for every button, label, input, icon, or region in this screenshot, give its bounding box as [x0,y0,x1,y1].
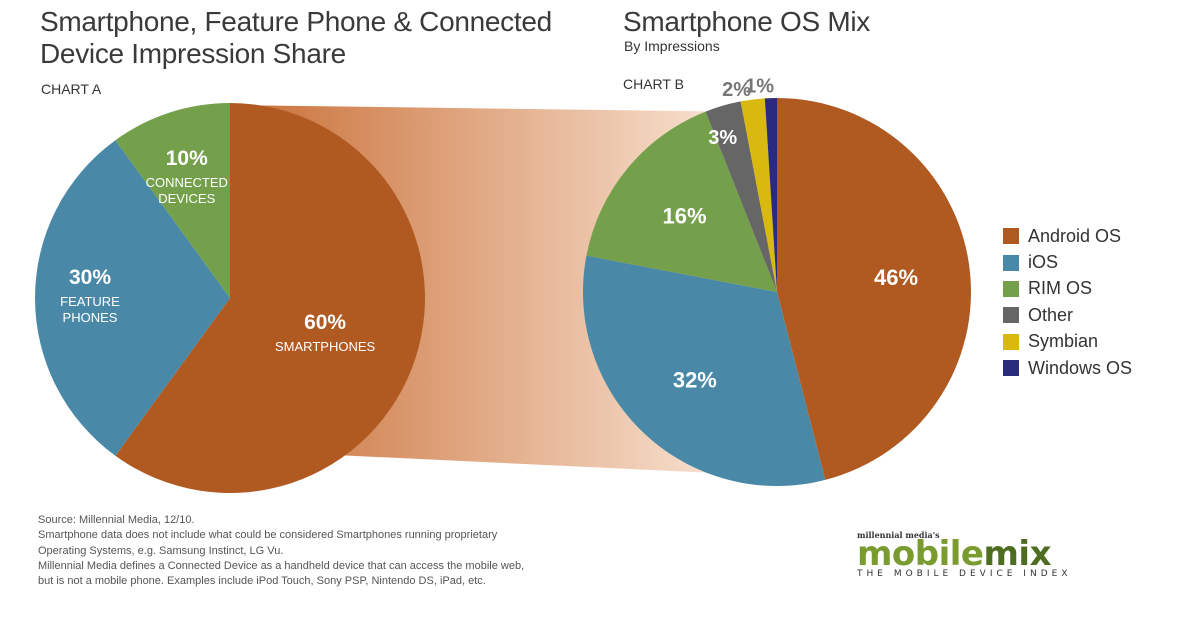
chart-b-legend: Android OS iOS RIM OS Other Symbian Windows O… [1003,223,1132,381]
pie-b-value-ios: 32% [673,367,717,392]
legend-label: Android OS [1028,225,1122,246]
pie-a-value-connected-devices: 10% [166,147,208,170]
legend-swatch [1003,254,1019,271]
pie-a-value-smartphones: 60% [304,311,346,334]
pie-a-label-connected-devices: CONNECTED [146,175,228,190]
legend-item-symbian: Symbian [1003,329,1132,355]
footer-line: but is not a mobile phone. Examples incl… [38,575,486,588]
legend-swatch [1003,333,1019,350]
chart-b-title: Smartphone OS Mix [623,6,870,37]
chart-b-label: CHART B [623,76,684,92]
legend-label: Windows OS [1028,357,1133,378]
footer-notes: Source: Millennial Media, 12/10. Smartpho… [38,513,598,589]
legend-label: Symbian [1028,331,1099,352]
logo-tagline: THE MOBILE DEVICE INDEX [857,569,1072,579]
logo-part-mobile: mobile [857,534,984,574]
pie-a-label-feature-phones: FEATURE [60,294,120,309]
legend-item-rim-os: RIM OS [1003,276,1132,302]
logo-wordmark: mobilemix [857,537,1071,571]
pie-b-slice-other [705,101,777,292]
legend-label: RIM OS [1028,278,1093,299]
pie-b-value-symbian: 2% [722,79,751,101]
legend-swatch [1003,360,1019,377]
chart-a-label: CHART A [41,81,102,97]
logo-part-mix: mix [983,534,1052,574]
legend-item-android-os: Android OS [1003,223,1132,249]
footer-line: Source: Millennial Media, 12/10. [38,514,195,526]
legend-label: Other [1028,304,1074,325]
pie-a-slice-smartphones [115,103,426,493]
legend-item-ios: iOS [1003,249,1132,275]
pie-b-slice-rim-os [586,111,777,293]
pie-a-value-feature-phones: 30% [69,266,111,289]
legend-item-other: Other [1003,302,1132,328]
pie-b-value-other: 3% [708,127,737,149]
pie-a-slice-feature-phones [34,140,231,456]
pie-b-value-rim-os: 16% [663,204,707,229]
chart-a-title: Smartphone, Feature Phone & Connected De… [40,6,552,69]
pie-b-value-android-os: 46% [874,265,918,290]
pie-b-value-windows-os: 1% [745,76,774,98]
pie-a-label-smartphones: SMARTPHONES [275,339,375,354]
legend-swatch [1003,280,1019,297]
legend-swatch [1003,307,1019,324]
legend-swatch [1003,228,1019,245]
pie-b-slice-windows-os [764,98,777,292]
chart-b-subtitle: By Impressions [624,38,720,54]
pie-a-slice-connected-devices [115,103,230,298]
pie-b-slice-symbian [740,98,777,292]
legend-label: iOS [1028,252,1059,273]
footer-line: Millennial Media defines a Connected Dev… [38,559,525,572]
footer-line: Smartphone data does not include what co… [38,529,498,542]
pie-a-label-feature-phones: PHONES [63,310,118,325]
mobilemix-logo: millennial media's mobilemix THE MOBILE … [857,531,1071,579]
pie-a-label-connected-devices: DEVICES [158,191,215,206]
pie-b-slice-android-os [777,98,971,480]
legend-item-windows-os: Windows OS [1003,355,1132,381]
footer-line: Operating Systems, e.g. Samsung Instinct… [38,544,284,557]
pie-b-slice-ios [583,255,826,486]
logo-small-text: millennial media's [857,530,940,540]
